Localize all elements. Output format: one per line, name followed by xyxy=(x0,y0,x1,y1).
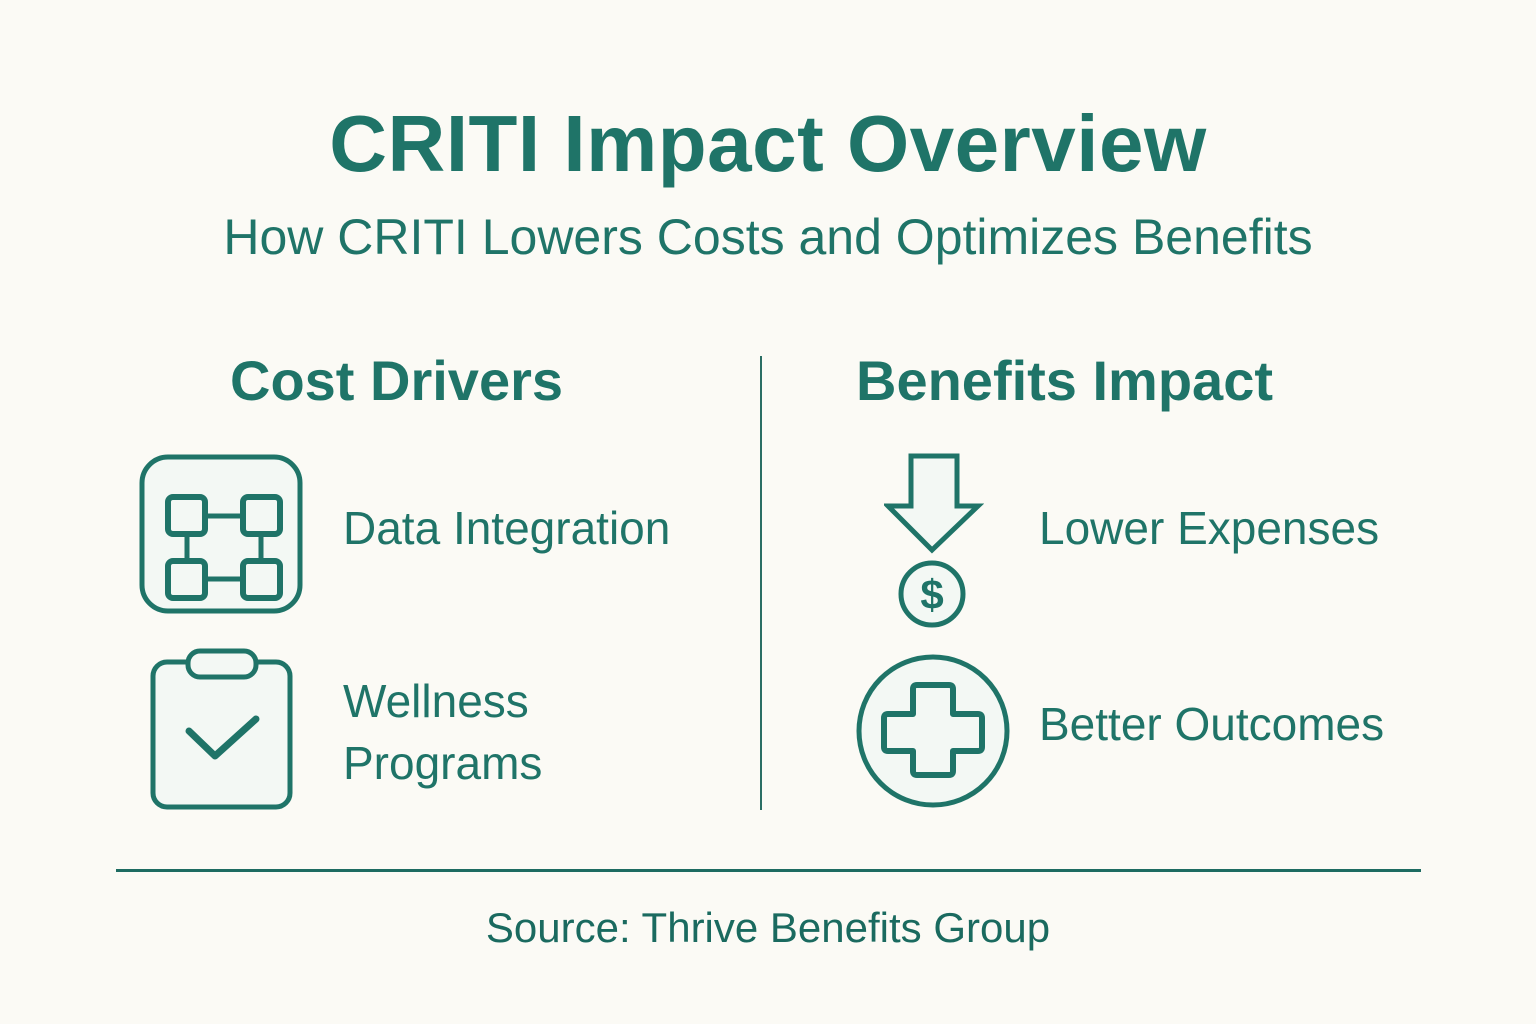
cost-driver-wellness-programs-line2: Programs xyxy=(343,737,543,789)
source-attribution: Source: Thrive Benefits Group xyxy=(485,904,1051,951)
benefit-lower-expenses: Lower Expenses xyxy=(1039,502,1380,554)
medical-cross-icon xyxy=(855,652,1013,810)
page-subtitle: How CRITI Lowers Costs and Optimizes Ben… xyxy=(223,209,1313,265)
benefits-impact-heading: Benefits Impact xyxy=(856,349,1273,412)
page-title: CRITI Impact Overview xyxy=(329,99,1207,188)
cost-drivers-heading: Cost Drivers xyxy=(230,349,564,412)
column-divider xyxy=(760,356,762,810)
clipboard-check-icon xyxy=(150,648,294,812)
down-arrow-dollar-icon: $ xyxy=(881,452,985,632)
cost-driver-wellness-programs-line1: Wellness xyxy=(343,675,529,727)
svg-text:$: $ xyxy=(920,571,943,618)
footer-divider xyxy=(116,869,1421,872)
network-grid-icon xyxy=(139,454,303,614)
cost-driver-data-integration: Data Integration xyxy=(343,502,671,554)
benefit-better-outcomes: Better Outcomes xyxy=(1039,698,1385,750)
